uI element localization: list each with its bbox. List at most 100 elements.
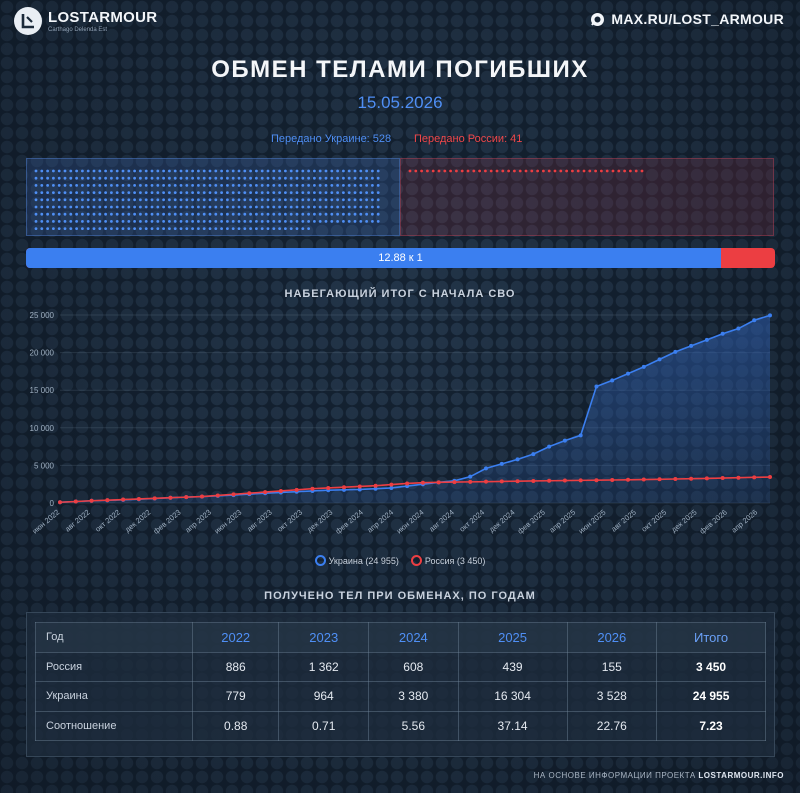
ukraine-dot — [191, 198, 195, 202]
table-cell: 0.71 — [278, 710, 370, 741]
ukraine-dot — [313, 198, 316, 202]
ukraine-dot — [150, 191, 154, 194]
ukraine-dot — [214, 176, 218, 180]
ukraine-dot — [324, 212, 328, 216]
ukraine-dot — [289, 169, 293, 173]
legend-marker-ukraine — [314, 555, 326, 566]
data-point-russia — [247, 491, 252, 496]
ukraine-dot — [336, 184, 339, 187]
russia-dot — [495, 169, 499, 173]
series-area-ukraine — [60, 315, 770, 503]
ukraine-dot — [336, 191, 339, 194]
ukraine-dot — [133, 227, 136, 230]
ukraine-dot — [272, 227, 276, 230]
ukraine-dot — [144, 227, 148, 230]
ukraine-dot — [330, 184, 334, 187]
ukraine-dot — [289, 212, 293, 216]
legend-item-ukraine[interactable]: Украина (24 955) — [314, 555, 399, 566]
ukraine-dot — [92, 184, 96, 187]
ukraine-dot — [156, 169, 160, 173]
ukraine-dot — [40, 220, 44, 223]
ukraine-dot — [307, 198, 310, 202]
data-point-russia — [468, 479, 473, 484]
russia-dot — [629, 169, 632, 173]
ukraine-dot — [191, 220, 195, 223]
header: LOSTARMOUR Carthago Delenda Est MAX.RU/L… — [0, 0, 800, 44]
ukraine-dot — [220, 220, 224, 223]
ukraine-dot — [179, 212, 183, 216]
ukraine-dot — [307, 176, 310, 180]
x-tick-label: дек 2022 — [123, 508, 152, 535]
ukraine-dot — [208, 227, 212, 230]
ukraine-dot — [63, 198, 67, 202]
ukraine-dot — [255, 169, 258, 173]
data-point-ukraine — [594, 384, 599, 389]
ukraine-dot — [295, 212, 299, 216]
ukraine-dot — [249, 212, 253, 216]
ukraine-dot — [81, 227, 84, 230]
ukraine-dot — [365, 184, 368, 187]
ukraine-dot — [46, 227, 49, 230]
ukraine-dot — [133, 220, 136, 223]
ukraine-dot — [81, 184, 84, 187]
ukraine-dot — [52, 184, 55, 187]
x-tick-label: апр 2025 — [548, 508, 578, 535]
table-cell: Соотношение — [35, 710, 193, 741]
data-point-ukraine — [357, 487, 362, 492]
russia-dot — [484, 169, 487, 173]
data-point-ukraine — [752, 318, 757, 323]
ukraine-dot — [191, 205, 195, 209]
ukraine-dot — [359, 205, 363, 209]
yearly-table: Год 2022 2023 2024 2025 2026 Итого Росси… — [35, 622, 766, 741]
ukraine-dot — [301, 169, 305, 173]
ukraine-dot — [173, 184, 177, 187]
ukraine-dot — [371, 212, 374, 216]
ukraine-dot — [342, 220, 345, 223]
ukraine-dot — [255, 184, 258, 187]
ukraine-dot — [197, 191, 200, 194]
ukraine-dot — [266, 198, 270, 202]
ukraine-dot — [46, 184, 49, 187]
ukraine-dot — [197, 184, 200, 187]
table-cell: 608 — [368, 651, 459, 682]
ukraine-dot — [179, 205, 183, 209]
ukraine-dot — [342, 176, 345, 180]
ukraine-dot — [284, 184, 287, 187]
legend-item-russia[interactable]: Россия (3 450) — [410, 555, 485, 566]
ukraine-dot — [226, 184, 229, 187]
y-tick-label: 15 000 — [30, 386, 55, 395]
footer-site-link[interactable]: LOSTARMOUR.INFO — [698, 771, 784, 780]
ukraine-dot — [168, 191, 171, 194]
ukraine-dot — [34, 205, 38, 209]
ukraine-dot — [284, 227, 287, 230]
ukraine-dot — [376, 220, 380, 223]
ukraine-dot — [371, 169, 374, 173]
ukraine-dot — [150, 205, 154, 209]
ukraine-dot — [336, 205, 339, 209]
ukraine-dot — [226, 198, 229, 202]
ukraine-dot — [86, 176, 90, 180]
ukraine-dot — [208, 184, 212, 187]
ukraine-dot — [231, 169, 235, 173]
table-cell-total: 24 955 — [656, 681, 766, 712]
ukraine-dot — [330, 198, 334, 202]
ukraine-dot — [52, 198, 55, 202]
x-tick-label: фев 2024 — [334, 508, 365, 536]
ukraine-dot — [255, 205, 258, 209]
data-point-ukraine — [641, 364, 646, 369]
brand-logo[interactable]: LOSTARMOUR Carthago Delenda Est — [14, 7, 157, 35]
ukraine-dot — [197, 176, 200, 180]
ukraine-dot — [301, 184, 305, 187]
data-point-russia — [752, 475, 757, 480]
ukraine-dot — [376, 212, 380, 216]
ukraine-dot — [266, 227, 270, 230]
channel-link[interactable]: MAX.RU/LOST_ARMOUR — [590, 11, 784, 27]
x-tick-label: авг 2023 — [245, 508, 274, 534]
ukraine-dot — [173, 212, 177, 216]
ukraine-dot — [266, 176, 270, 180]
ukraine-dot — [133, 176, 136, 180]
ukraine-dot — [150, 220, 154, 223]
ukraine-dot — [98, 205, 102, 209]
table-row: Россия 886 1 362 608 439 155 3 450 — [35, 651, 766, 682]
